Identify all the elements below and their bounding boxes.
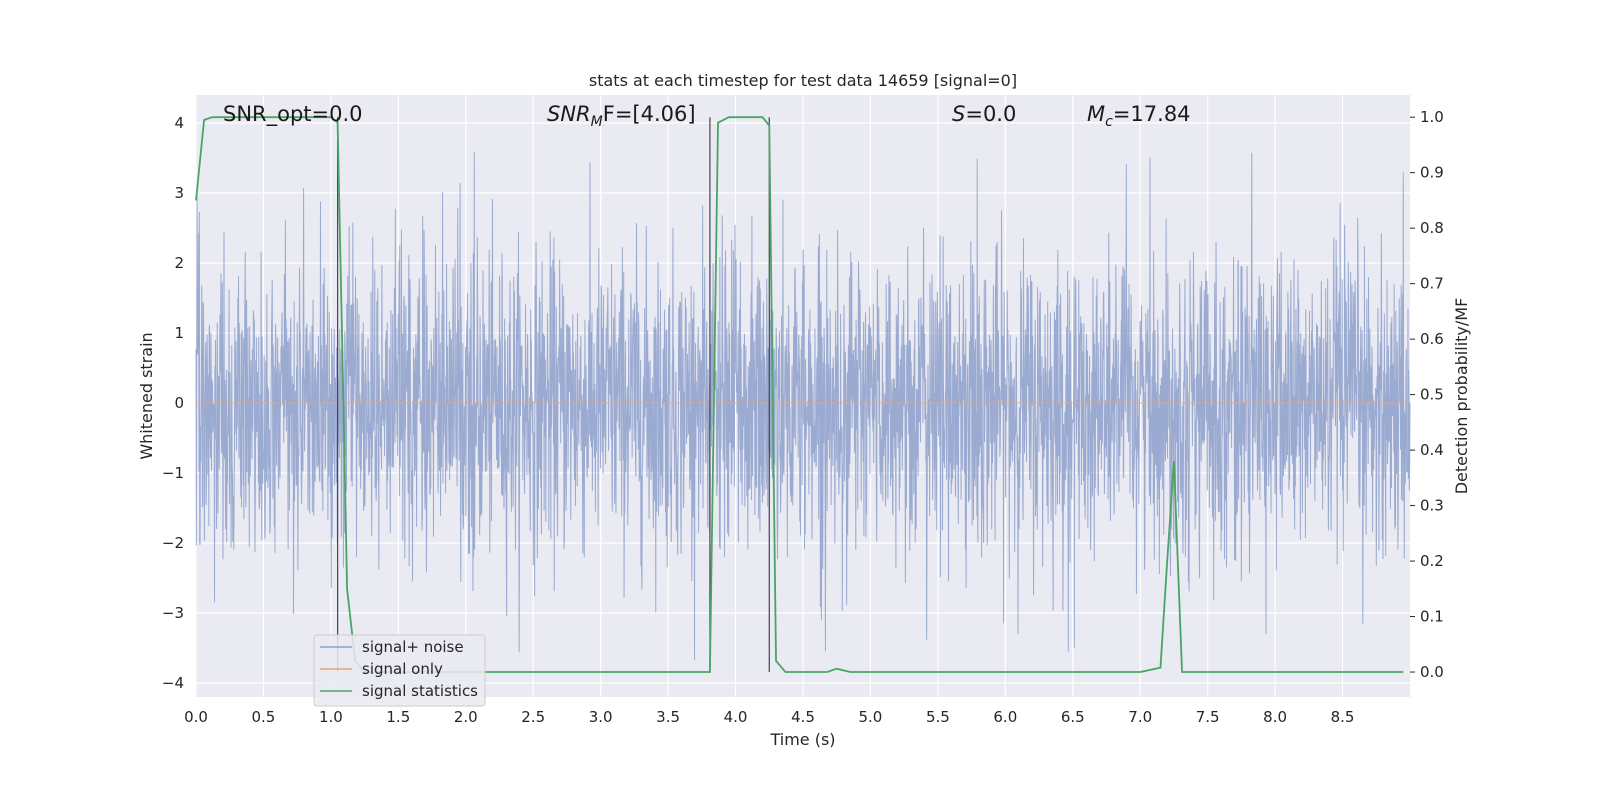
x-tick-label: 8.0 <box>1263 708 1287 726</box>
x-tick-label: 5.5 <box>926 708 950 726</box>
y2-axis-label: Detection probability/MF <box>1452 298 1471 495</box>
y2-tick-label: 0.4 <box>1420 441 1444 459</box>
y-tick-label: 0 <box>174 394 184 412</box>
annotation-snr-mf-sub: M <box>591 114 603 130</box>
annotation-snr-mf: SNRMF=[4.06] <box>547 102 696 130</box>
x-tick-label: 0.5 <box>252 708 276 726</box>
annotation-mc-main: M <box>1087 102 1105 126</box>
y-tick-label: −1 <box>162 464 184 482</box>
y2-tick-label: 0.5 <box>1420 386 1444 404</box>
signal-statistics-line <box>195 116 1404 673</box>
x-tick-labels: 0.0 0.5 1.0 1.5 2.0 2.5 3.0 3.5 4.0 4.5 5.0 5.5 6.0 6… <box>184 708 1354 726</box>
y2-tick-label: 0.7 <box>1420 275 1444 293</box>
y2-tick-label: 1.0 <box>1420 108 1444 126</box>
x-axis-label: Time (s) <box>769 730 835 749</box>
y2-tick-label: 0.8 <box>1420 219 1444 237</box>
y-tick-label: −2 <box>162 534 184 552</box>
signal-statistics-series <box>195 116 1404 673</box>
y-tick-label: 1 <box>174 324 184 342</box>
x-tick-label: 4.5 <box>791 708 815 726</box>
annotation-snr-mf-rest: F=[4.06] <box>603 102 696 126</box>
y-tick-label: −3 <box>162 604 184 622</box>
chart-title: stats at each timestep for test data 146… <box>589 71 1017 90</box>
signal-noise-series <box>195 152 1411 661</box>
annotation-mc-rest: =17.84 <box>1113 102 1191 126</box>
x-tick-label: 7.5 <box>1196 708 1220 726</box>
legend-label-signal-only: signal only <box>362 660 443 678</box>
y2-tick-label: 0.6 <box>1420 330 1444 348</box>
x-tick-label: 3.5 <box>656 708 680 726</box>
x-tick-label: 6.0 <box>993 708 1017 726</box>
y-tick-labels: 4 3 2 1 0 −1 −2 −3 −4 <box>162 114 184 692</box>
x-tick-label: 2.0 <box>454 708 478 726</box>
x-tick-label: 3.0 <box>589 708 613 726</box>
x-tick-label: 7.0 <box>1128 708 1152 726</box>
legend-label-signal-noise: signal+ noise <box>362 638 464 656</box>
legend-box <box>313 634 486 707</box>
y-tick-label: −4 <box>162 674 184 692</box>
x-tick-label: 4.0 <box>724 708 748 726</box>
annotation-s-main: S <box>952 102 965 126</box>
x-tick-label: 1.0 <box>319 708 343 726</box>
x-tick-label: 0.0 <box>184 708 208 726</box>
y-tick-label: 2 <box>174 254 184 272</box>
y-tick-label: 3 <box>174 184 184 202</box>
y2-tick-label: 0.2 <box>1420 552 1444 570</box>
annotation-mc: Mc=17.84 <box>1087 102 1191 130</box>
x-tick-label: 5.0 <box>859 708 883 726</box>
y2-tick-label: 0.1 <box>1420 608 1444 626</box>
annotation-snr-opt: SNR_opt=0.0 <box>223 102 363 127</box>
y2-tick-labels: 1.0 0.9 0.8 0.7 0.6 0.5 0.4 0.3 0.2 0.1 0.0 <box>1410 108 1444 681</box>
x-tick-label: 8.5 <box>1331 708 1355 726</box>
annotation-s-rest: =0.0 <box>965 102 1016 126</box>
x-tick-label: 2.5 <box>521 708 545 726</box>
legend-label-signal-statistics: signal statistics <box>362 682 478 700</box>
signal-noise-line <box>195 152 1411 661</box>
vertical-markers <box>337 117 770 673</box>
y2-tick-label: 0.9 <box>1420 164 1444 182</box>
legend: signal+ noise signal only signal statist… <box>313 634 486 707</box>
x-tick-label: 6.5 <box>1061 708 1085 726</box>
y-axis-label: Whitened strain <box>137 332 156 459</box>
annotation-snr-mf-main: SNR <box>547 102 591 126</box>
y-tick-label: 4 <box>174 114 184 132</box>
y2-tick-label: 0.0 <box>1420 663 1444 681</box>
annotation-mc-sub: c <box>1105 114 1113 130</box>
x-tick-label: 1.5 <box>386 708 410 726</box>
y2-tick-label: 0.3 <box>1420 497 1444 515</box>
annotation-s: S=0.0 <box>952 102 1016 126</box>
